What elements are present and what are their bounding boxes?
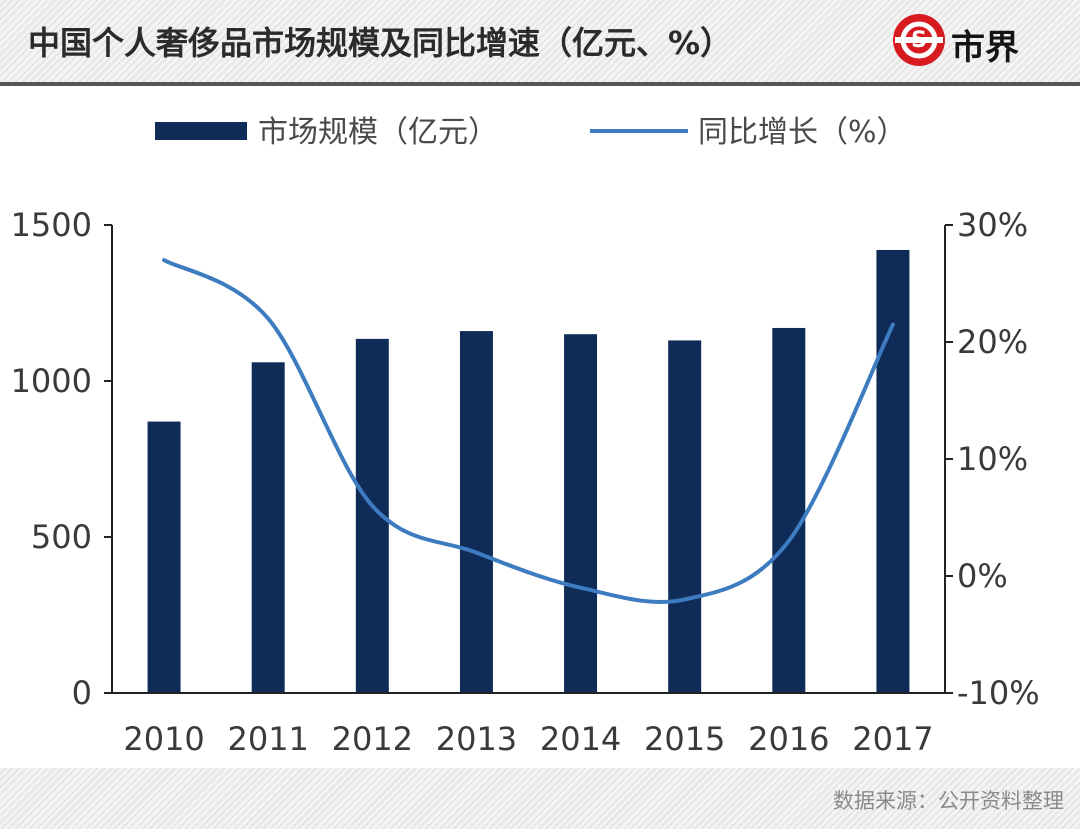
y-left-tick-label: 500 xyxy=(31,518,92,556)
line-series xyxy=(162,258,895,604)
header-divider xyxy=(0,82,1080,86)
x-tick-label: 2016 xyxy=(748,720,829,758)
brand-name: 市界 xyxy=(951,28,1019,68)
x-tick-label: 2010 xyxy=(123,720,204,758)
footer-bar: 数据来源：公开资料整理 xyxy=(0,768,1080,829)
y-left-tick-label: 1000 xyxy=(11,362,92,400)
y-right-tick-label: 10% xyxy=(957,440,1028,478)
bar xyxy=(876,249,910,693)
legend-bar-swatch xyxy=(155,122,247,140)
y-right-tick-label: 30% xyxy=(957,206,1028,244)
y-left-tick-label: 0 xyxy=(72,674,92,712)
chart: 市场规模（亿元） 同比增长（%） 0 500 1000 1500 -10% 0% 10% 20%… xyxy=(11,115,1040,758)
x-tick-label: 2015 xyxy=(644,720,725,758)
brand-logo-letter: S xyxy=(911,28,927,53)
bar xyxy=(668,340,702,693)
brand: S 市界 xyxy=(893,14,1063,70)
header-bar: 中国个人奢侈品市场规模及同比增速（亿元、%） S 市界 xyxy=(0,0,1080,82)
y-right-tick-label: 0% xyxy=(957,557,1008,595)
bar xyxy=(251,362,285,693)
bar-series xyxy=(147,249,910,693)
y-right-tick-label: 20% xyxy=(957,323,1028,361)
chart-legend: 市场规模（亿元） 同比增长（%） xyxy=(155,115,907,150)
brand-logo-mark: S xyxy=(895,21,943,59)
page-title: 中国个人奢侈品市场规模及同比增速（亿元、%） xyxy=(28,24,733,62)
x-tick-label: 2011 xyxy=(227,720,308,758)
source-note: 数据来源：公开资料整理 xyxy=(833,789,1064,813)
x-tick-label: 2012 xyxy=(332,720,413,758)
legend-line-label: 同比增长（%） xyxy=(698,115,907,150)
y-right-tick-label: -10% xyxy=(957,674,1040,712)
x-tick-label: 2013 xyxy=(436,720,517,758)
chart-axes: 0 500 1000 1500 -10% 0% 10% 20% 30% 2010 2011 2012 2… xyxy=(11,206,1040,758)
x-tick-label: 2017 xyxy=(852,720,933,758)
bar xyxy=(459,331,493,693)
bar xyxy=(564,334,598,693)
legend-bar-label: 市场规模（亿元） xyxy=(258,115,498,150)
x-tick-label: 2014 xyxy=(540,720,621,758)
bar xyxy=(772,327,806,693)
brand-logo-icon: S xyxy=(893,14,945,66)
y-left-tick-label: 1500 xyxy=(11,206,92,244)
growth-line xyxy=(162,258,895,604)
bar xyxy=(147,421,181,693)
